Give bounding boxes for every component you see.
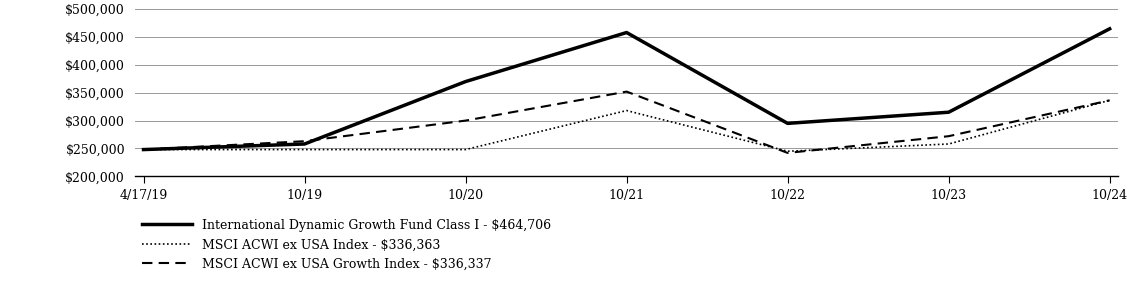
MSCI ACWI ex USA Growth Index - $336,337 [298, 139, 312, 143]
Legend: International Dynamic Growth Fund Class I - $464,706, MSCI ACWI ex USA Index - $: International Dynamic Growth Fund Class … [142, 219, 551, 271]
International Dynamic Growth Fund Class I - $464,706 [620, 31, 633, 34]
International Dynamic Growth Fund Class I - $464,706 [298, 142, 312, 146]
MSCI ACWI ex USA Index - $336,363 [137, 148, 150, 151]
Line: MSCI ACWI ex USA Growth Index - $336,337: MSCI ACWI ex USA Growth Index - $336,337 [143, 92, 1110, 153]
MSCI ACWI ex USA Growth Index - $336,337 [1103, 98, 1117, 102]
MSCI ACWI ex USA Growth Index - $336,337 [620, 90, 633, 93]
MSCI ACWI ex USA Growth Index - $336,337 [458, 119, 472, 123]
MSCI ACWI ex USA Growth Index - $336,337 [781, 151, 795, 155]
International Dynamic Growth Fund Class I - $464,706 [942, 110, 955, 114]
MSCI ACWI ex USA Index - $336,363 [1103, 98, 1117, 102]
International Dynamic Growth Fund Class I - $464,706 [137, 148, 150, 151]
MSCI ACWI ex USA Growth Index - $336,337 [942, 134, 955, 138]
MSCI ACWI ex USA Index - $336,363 [781, 150, 795, 153]
Line: International Dynamic Growth Fund Class I - $464,706: International Dynamic Growth Fund Class … [143, 29, 1110, 150]
MSCI ACWI ex USA Growth Index - $336,337 [137, 148, 150, 151]
International Dynamic Growth Fund Class I - $464,706 [1103, 27, 1117, 31]
MSCI ACWI ex USA Index - $336,363 [298, 148, 312, 151]
International Dynamic Growth Fund Class I - $464,706 [781, 122, 795, 125]
International Dynamic Growth Fund Class I - $464,706 [458, 80, 472, 83]
Line: MSCI ACWI ex USA Index - $336,363: MSCI ACWI ex USA Index - $336,363 [143, 100, 1110, 151]
MSCI ACWI ex USA Index - $336,363 [458, 148, 472, 151]
MSCI ACWI ex USA Index - $336,363 [942, 142, 955, 146]
MSCI ACWI ex USA Index - $336,363 [620, 109, 633, 112]
